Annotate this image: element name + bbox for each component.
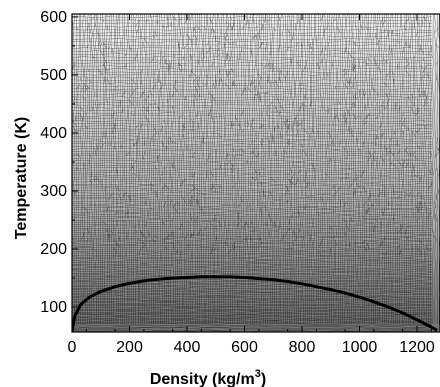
- x-axis-title-close: ): [261, 371, 266, 387]
- y-tick-label: 300: [40, 183, 67, 200]
- series-line-0: [72, 275, 438, 332]
- y-tick-label: 200: [40, 241, 67, 258]
- x-tick-label: 1000: [342, 339, 378, 356]
- x-tick-label: 200: [116, 339, 143, 356]
- series-layer: [72, 275, 438, 332]
- y-tick-label: 600: [40, 9, 67, 26]
- plot-frame: [71, 13, 440, 333]
- x-tick-label: 400: [174, 339, 201, 356]
- ticks-layer: 0 200 400 600 800 1000 1200 100 200 300 400 500 600: [40, 9, 435, 356]
- y-tick-label: 100: [40, 299, 67, 316]
- x-tick-label: 600: [231, 339, 258, 356]
- x-tick-label: 800: [289, 339, 316, 356]
- x-axis-title-superscript: 3: [255, 368, 261, 380]
- y-tick-label: 500: [40, 67, 67, 84]
- y-tick-label: 400: [40, 125, 67, 142]
- x-tick-label: 1200: [399, 339, 435, 356]
- x-axis-title: Density (kg/m3): [150, 368, 266, 387]
- x-tick-label: 0: [68, 339, 77, 356]
- y-axis-title: Temperature (K): [13, 117, 30, 239]
